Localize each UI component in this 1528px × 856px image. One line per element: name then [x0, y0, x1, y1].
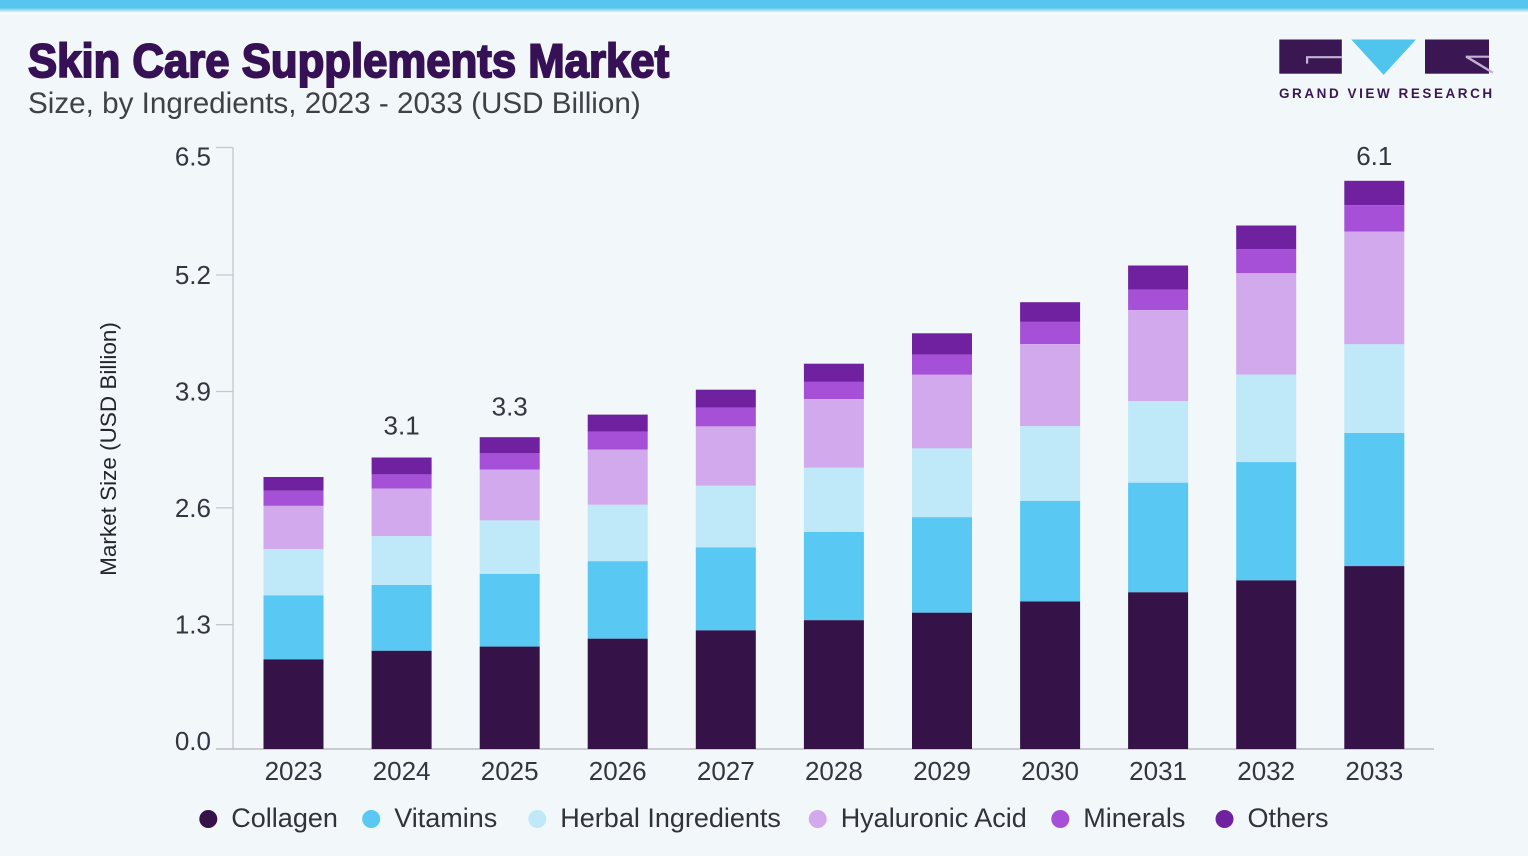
- svg-text:2025: 2025: [481, 756, 539, 786]
- svg-text:3.9: 3.9: [175, 377, 211, 407]
- svg-text:2032: 2032: [1237, 756, 1295, 786]
- svg-text:0.0: 0.0: [175, 726, 211, 756]
- svg-text:2026: 2026: [589, 756, 647, 786]
- svg-text:Others: Others: [1248, 803, 1329, 833]
- svg-text:Hyaluronic Acid: Hyaluronic Acid: [841, 803, 1027, 833]
- svg-text:Size, by Ingredients, 2023 - 2: Size, by Ingredients, 2023 - 2033 (USD B…: [28, 87, 641, 120]
- svg-text:2033: 2033: [1345, 756, 1403, 786]
- svg-text:1.3: 1.3: [175, 610, 211, 640]
- svg-text:6.5: 6.5: [175, 142, 211, 172]
- svg-text:Collagen: Collagen: [231, 803, 338, 833]
- svg-text:5.2: 5.2: [175, 260, 211, 290]
- svg-text:2031: 2031: [1129, 756, 1187, 786]
- svg-text:2027: 2027: [697, 756, 755, 786]
- svg-text:6.1: 6.1: [1356, 141, 1392, 171]
- svg-text:Skin Care Supplements Market: Skin Care Supplements Market: [28, 35, 669, 88]
- svg-text:2.6: 2.6: [175, 493, 211, 523]
- svg-text:2029: 2029: [913, 756, 971, 786]
- svg-text:2030: 2030: [1021, 756, 1079, 786]
- svg-text:Minerals: Minerals: [1083, 803, 1185, 833]
- svg-text:Herbal Ingredients: Herbal Ingredients: [560, 803, 781, 833]
- svg-text:2024: 2024: [373, 756, 431, 786]
- svg-text:2023: 2023: [265, 756, 323, 786]
- svg-text:2028: 2028: [805, 756, 863, 786]
- svg-text:Vitamins: Vitamins: [394, 803, 497, 833]
- svg-text:3.3: 3.3: [492, 392, 528, 422]
- svg-text:Market Size (USD Billion): Market Size (USD Billion): [96, 322, 121, 576]
- svg-text:GRAND VIEW RESEARCH: GRAND VIEW RESEARCH: [1279, 86, 1495, 101]
- svg-text:3.1: 3.1: [384, 411, 420, 441]
